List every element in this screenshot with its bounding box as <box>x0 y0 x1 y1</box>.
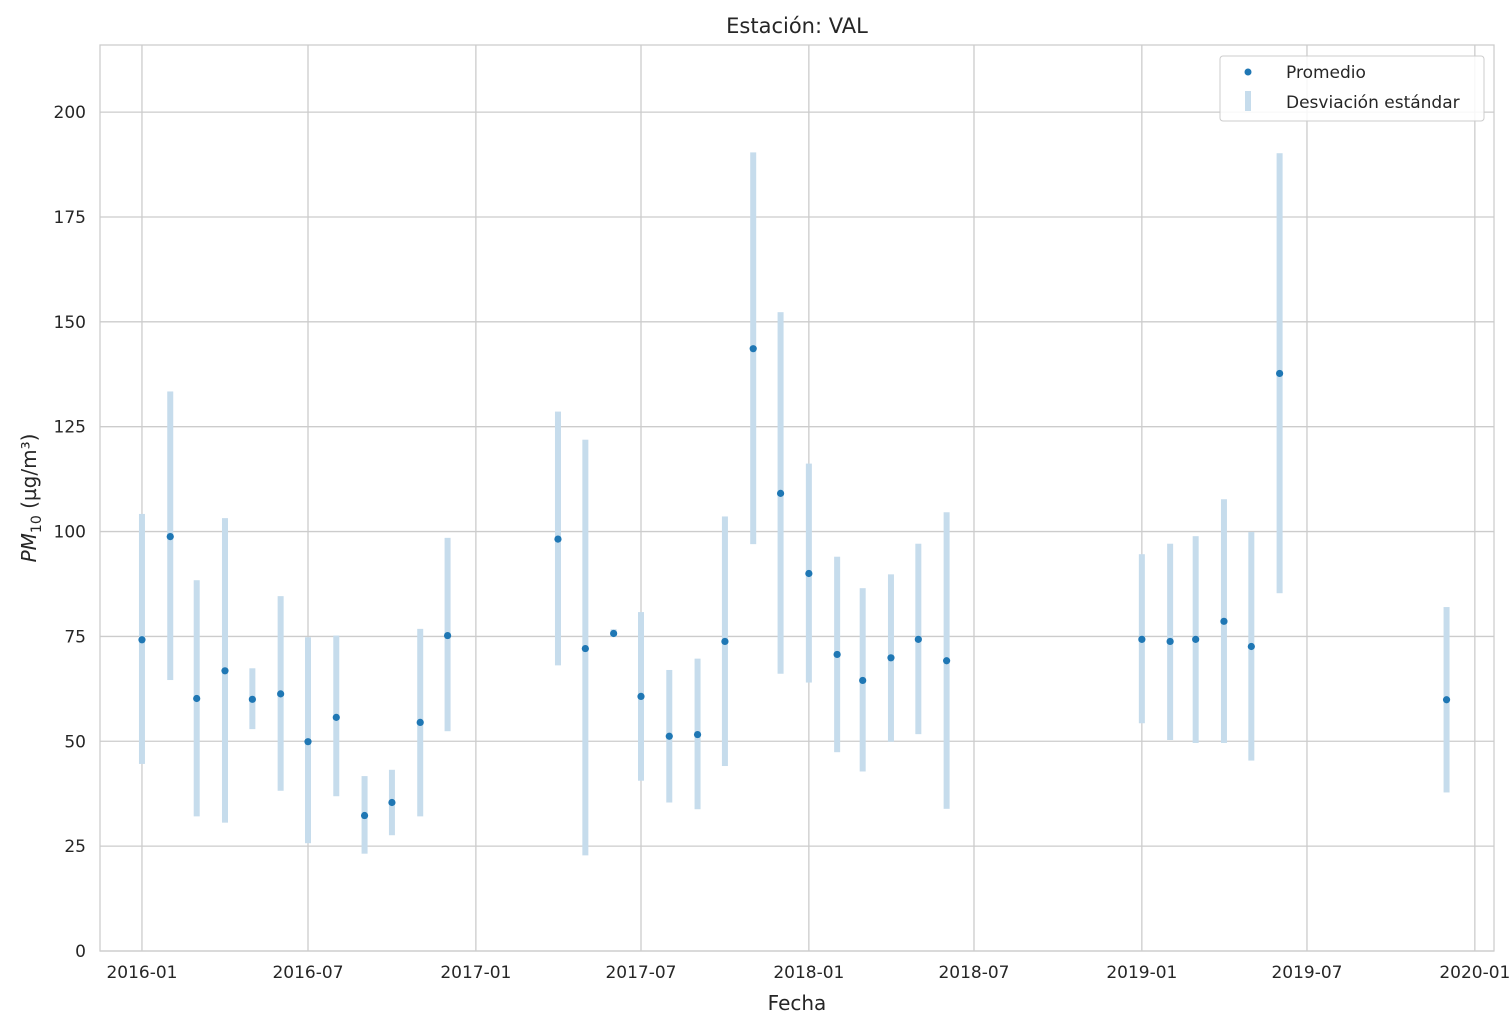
mean-point <box>248 695 256 703</box>
mean-point <box>1276 369 1284 378</box>
x-tick-labels: 2016-01 2016-07 2017-01 2017-07 2018-01 2018-… <box>106 963 1510 983</box>
mean-point <box>859 676 867 685</box>
y-tick-label: 200 <box>54 103 86 123</box>
mean-point <box>304 738 312 746</box>
mean-point <box>776 489 785 497</box>
legend: Promedio Desviación estándar <box>1219 55 1485 122</box>
mean-point <box>581 644 589 653</box>
mean-point <box>1138 635 1146 643</box>
mean-point <box>637 692 645 700</box>
x-tick-label: 2018-01 <box>773 963 844 983</box>
y-axis-label: PM10 (µg/m³) <box>17 434 45 563</box>
mean-point <box>138 636 146 644</box>
y-axis-label-units: (µg/m³) <box>17 434 41 516</box>
mean-point <box>1442 696 1451 704</box>
mean-point <box>1247 642 1255 651</box>
mean-point <box>749 345 757 353</box>
y-tick-label: 100 <box>54 523 86 543</box>
mean-points <box>138 345 1451 820</box>
mean-point <box>221 667 229 675</box>
mean-point <box>277 690 285 698</box>
y-tick-labels: 0 25 50 75 100 125 150 175 200 <box>54 103 86 962</box>
mean-point <box>1220 617 1228 625</box>
mean-point <box>887 654 895 662</box>
x-tick-label: 2017-07 <box>605 963 676 983</box>
mean-point <box>805 569 813 578</box>
mean-point <box>416 718 424 727</box>
mean-point <box>360 811 369 820</box>
mean-point <box>721 637 729 646</box>
mean-point <box>665 732 673 740</box>
legend-box <box>1219 55 1485 122</box>
mean-point <box>166 532 174 541</box>
x-tick-label: 2016-01 <box>106 963 177 983</box>
x-tick-label: 2018-07 <box>938 963 1009 983</box>
legend-point-marker <box>1244 68 1252 76</box>
mean-point <box>388 798 396 807</box>
mean-point <box>1166 637 1174 646</box>
legend-bar-marker <box>1245 91 1251 111</box>
mean-point <box>554 535 562 543</box>
mean-point <box>693 730 702 739</box>
x-tick-label: 2017-01 <box>440 963 511 983</box>
legend-label-desviacion: Desviación estándar <box>1286 93 1460 113</box>
x-tick-label: 2016-07 <box>272 963 343 983</box>
mean-point <box>1192 635 1200 643</box>
y-tick-label: 50 <box>64 732 86 752</box>
mean-point <box>332 713 340 721</box>
x-axis-label: Fecha <box>768 991 827 1015</box>
mean-point <box>833 650 841 659</box>
x-tick-label: 2019-01 <box>1106 963 1177 983</box>
y-tick-label: 125 <box>54 418 86 438</box>
chart-title: Estación: VAL <box>726 14 868 38</box>
mean-point <box>443 631 452 640</box>
y-tick-label: 175 <box>54 208 86 228</box>
mean-point <box>943 657 951 665</box>
y-tick-label: 75 <box>64 627 86 647</box>
mean-point <box>914 635 922 643</box>
y-axis-label-main: PM <box>17 533 41 562</box>
x-tick-label: 2019-07 <box>1271 963 1342 983</box>
mean-point <box>610 629 618 638</box>
mean-point <box>193 694 201 703</box>
x-tick-label: 2020-01 <box>1439 963 1510 983</box>
legend-label-promedio: Promedio <box>1286 63 1366 83</box>
y-axis-label-sub: 10 <box>29 515 45 533</box>
y-tick-label: 150 <box>54 313 86 333</box>
y-tick-label: 25 <box>64 837 86 857</box>
plot-frame <box>99 44 1495 952</box>
y-tick-label: 0 <box>75 942 86 962</box>
